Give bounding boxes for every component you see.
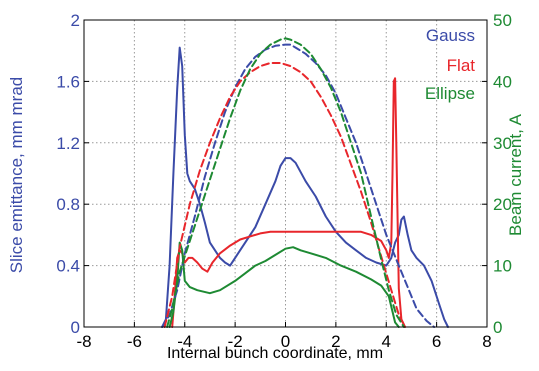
y-axis-label-left: Slice emittance, mm mrad: [7, 77, 26, 274]
y-right-tick-label: 20: [493, 195, 512, 214]
x-tick-label: 2: [331, 332, 340, 351]
series-gauss-emittance: [161, 46, 449, 328]
series-flat-current: [163, 62, 407, 328]
x-tick-label: 6: [432, 332, 441, 351]
y-left-tick-label: 0.8: [56, 195, 80, 214]
y-left-tick-label: 0: [71, 318, 80, 337]
series-flat-emittance: [171, 77, 407, 328]
y-axis-label-right: Beam current, A: [506, 113, 525, 236]
tick-layer: -8 -6 -4 -2 0 2 4 6 80 00.4 100.8 201.2 301.6 402 50: [56, 11, 512, 351]
y-left-tick-label: 0.4: [56, 257, 80, 276]
x-tick-label: -6: [127, 332, 142, 351]
y-left-tick-label: 1.6: [56, 72, 80, 91]
y-right-tick-label: 0: [493, 318, 502, 337]
grid-layer: [84, 20, 487, 327]
y-left-tick-label: 1.2: [56, 134, 80, 153]
x-tick-label: 8: [482, 332, 491, 351]
y-right-tick-label: 40: [493, 72, 512, 91]
y-right-tick-label: 10: [493, 257, 512, 276]
x-axis-label: Internal bunch coordinate, mm: [167, 345, 383, 362]
legend-label-gauss: Gauss: [426, 26, 475, 45]
y-left-tick-label: 2: [71, 11, 80, 30]
x-tick-label: 0: [281, 332, 290, 351]
x-tick-label: -2: [228, 332, 243, 351]
y-right-tick-label: 50: [493, 11, 512, 30]
series-ellipse-emittance: [168, 241, 400, 328]
series-layer: [161, 37, 449, 328]
series-gauss-current: [161, 43, 436, 328]
x-tick-label: 4: [382, 332, 391, 351]
x-tick-label: -8: [76, 332, 91, 351]
y-right-tick-label: 30: [493, 134, 512, 153]
legend-label-flat: Flat: [447, 56, 476, 75]
series-ellipse-current: [166, 37, 405, 328]
legend-label-ellipse: Ellipse: [425, 84, 475, 103]
x-tick-label: -4: [177, 332, 192, 351]
